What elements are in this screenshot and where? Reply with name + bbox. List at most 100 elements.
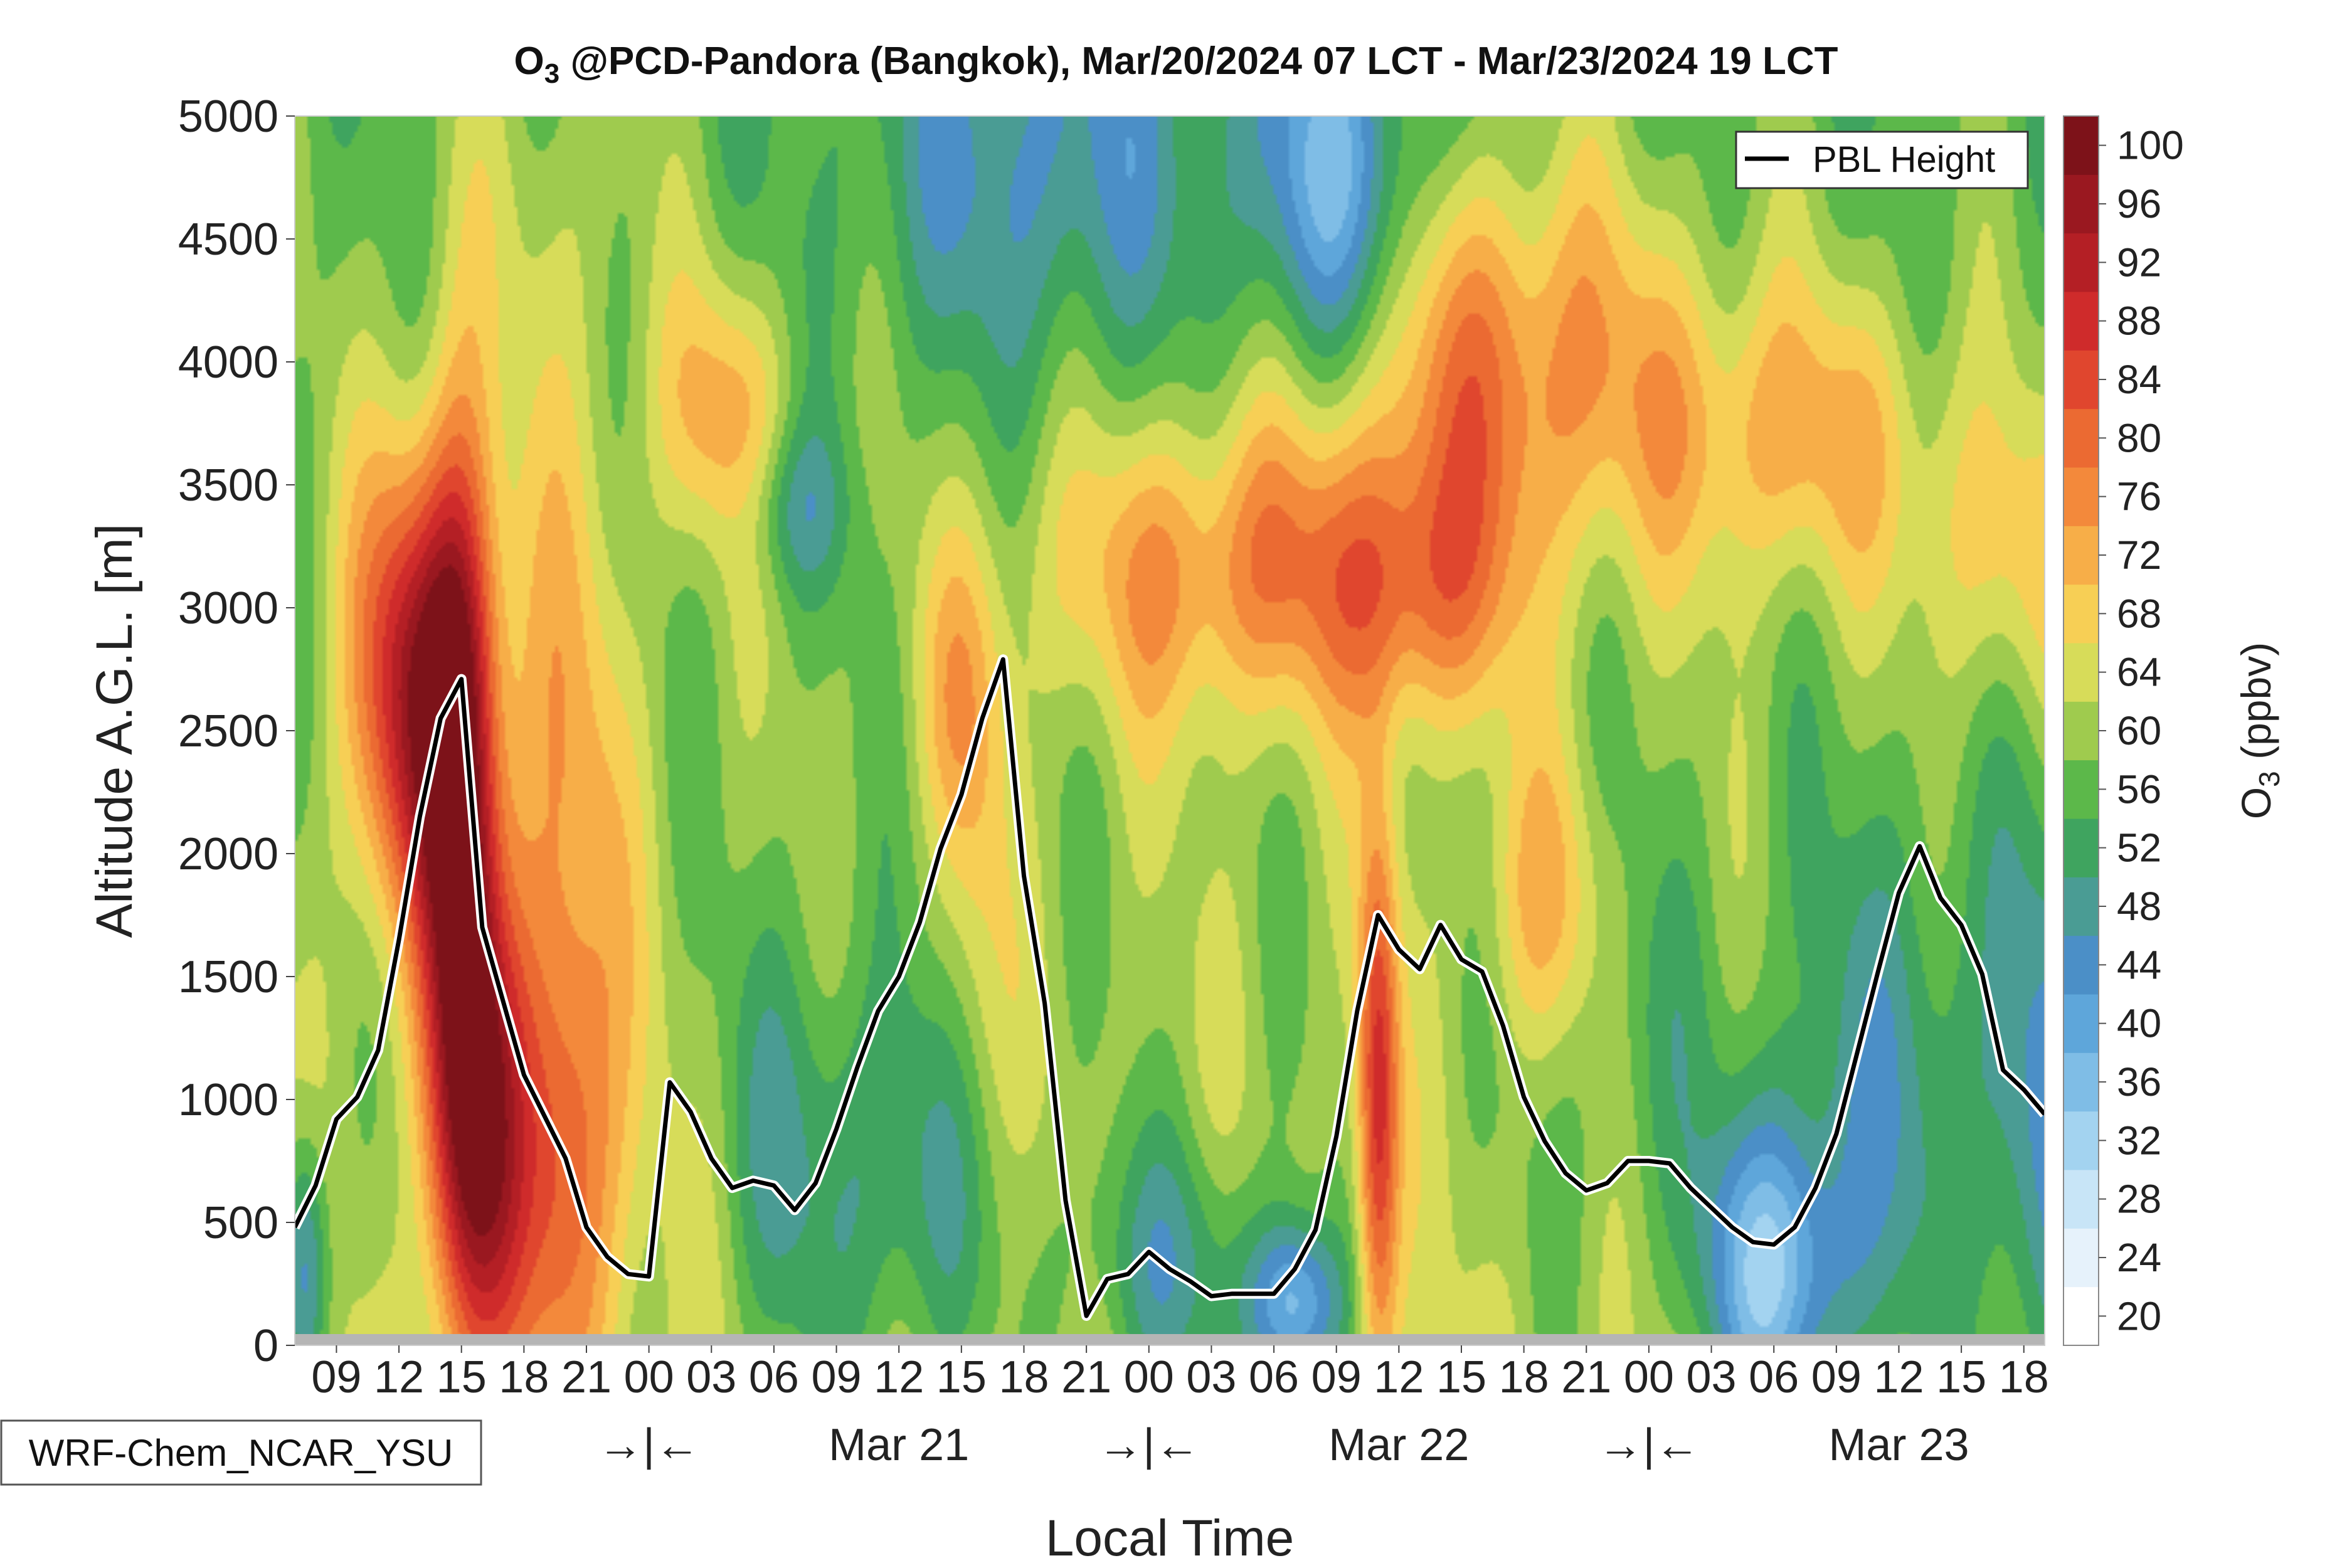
x-tick-label: 15: [437, 1352, 487, 1402]
colorbar-band: [2063, 350, 2099, 410]
colorbar-tick-label: 96: [2117, 181, 2161, 226]
colorbar-tick-label: 92: [2117, 240, 2161, 285]
y-axis-ticks: 0 500 1000 1500 2000 2500 3000 3500 4000 4500 5000: [178, 92, 295, 1371]
colorbar-band: [2063, 584, 2099, 644]
colorbar-tick-label: 40: [2117, 1001, 2161, 1046]
x-tick-label: 00: [624, 1352, 674, 1402]
ozone-field-image: [295, 116, 2045, 1345]
day-marker-label: Mar 21: [829, 1420, 969, 1470]
x-tick-label: 21: [1561, 1352, 1611, 1402]
pbl-height-line: [295, 657, 2045, 1318]
x-tick-label: 03: [1687, 1352, 1737, 1402]
colorbar-tick-label: 60: [2117, 708, 2161, 753]
colorbar-band: [2063, 233, 2099, 292]
x-tick-label: 21: [1061, 1352, 1111, 1402]
y-tick-label: 500: [203, 1198, 278, 1248]
colorbar-band: [2063, 1111, 2099, 1170]
x-axis-label: Local Time: [1046, 1510, 1295, 1567]
colorbar: [2063, 116, 2099, 1346]
colorbar-tick-label: 72: [2117, 532, 2161, 578]
colorbar-band: [2063, 643, 2099, 702]
colorbar-band: [2063, 1286, 2099, 1346]
day-marker-label: →|←: [1598, 1420, 1700, 1470]
x-tick-label: 00: [1624, 1352, 1674, 1402]
x-tick-label: 15: [1436, 1352, 1486, 1402]
colorbar-tick-label: 20: [2117, 1293, 2161, 1338]
x-tick-label: 09: [1811, 1352, 1862, 1402]
x-tick-label: 12: [1873, 1352, 1924, 1402]
x-tick-label: 09: [1311, 1352, 1362, 1402]
colorbar-tick-label: 56: [2117, 766, 2161, 812]
day-marker-label: Mar 23: [1828, 1420, 1969, 1470]
x-tick-label: 12: [1374, 1352, 1424, 1402]
colorbar-tick-label: 88: [2117, 299, 2161, 344]
x-tick-label: 09: [311, 1352, 361, 1402]
y-tick-label: 4000: [178, 337, 278, 388]
colorbar-tick-label: 68: [2117, 591, 2161, 636]
legend-label: PBL Height: [1813, 139, 1995, 180]
colorbar-band: [2063, 526, 2099, 585]
chart-title: O3 @PCD-Pandora (Bangkok), Mar/20/2024 0…: [514, 40, 1838, 89]
legend: PBL Height: [1735, 130, 2029, 189]
colorbar-tick-label: 48: [2117, 884, 2161, 929]
x-axis-day-markers: →|← Mar 21 →|← Mar 22 →|← Mar 23: [598, 1420, 1969, 1470]
x-tick-label: 18: [499, 1352, 549, 1402]
day-marker-label: Mar 22: [1328, 1420, 1469, 1470]
colorbar-band: [2063, 116, 2099, 175]
x-axis-ticks: 09 12 15 18 21 00 03 06 09 12 15 18 21 00 03 06 09 12 15 18…: [311, 1345, 2049, 1402]
x-tick-label: 15: [1936, 1352, 1986, 1402]
x-tick-label: 00: [1124, 1352, 1174, 1402]
colorbar-band: [2063, 877, 2099, 936]
colorbar-label: O3 (ppbv): [2233, 642, 2286, 819]
colorbar-tick-label: 32: [2117, 1118, 2161, 1163]
y-tick-label: 3000: [178, 583, 278, 633]
colorbar-band: [2063, 292, 2099, 351]
y-tick-label: 0: [253, 1321, 278, 1371]
x-tick-label: 21: [561, 1352, 612, 1402]
colorbar-tick-label: 28: [2117, 1177, 2161, 1222]
x-tick-label: 09: [812, 1352, 862, 1402]
day-marker-label: →|←: [598, 1420, 700, 1470]
x-tick-label: 18: [999, 1352, 1049, 1402]
colorbar-band: [2063, 935, 2099, 995]
ozone-contour-field: [295, 116, 2045, 1345]
x-tick-label: 12: [374, 1352, 424, 1402]
y-tick-label: 2500: [178, 706, 278, 756]
x-tick-label: 03: [1186, 1352, 1236, 1402]
ground-strip: [295, 1334, 2045, 1345]
x-tick-label: 06: [1749, 1352, 1799, 1402]
colorbar-band: [2063, 701, 2099, 761]
colorbar-band: [2063, 467, 2099, 526]
colorbar-tick-label: 64: [2117, 650, 2161, 695]
model-label: WRF-Chem_NCAR_YSU: [29, 1432, 453, 1474]
x-tick-label: 06: [1249, 1352, 1299, 1402]
x-tick-label: 18: [1999, 1352, 2049, 1402]
colorbar-tick-label: 76: [2117, 474, 2161, 519]
colorbar-band: [2063, 818, 2099, 877]
y-tick-label: 1500: [178, 952, 278, 1002]
colorbar-tick-label: 44: [2117, 942, 2161, 987]
colorbar-tick-label: 24: [2117, 1235, 2161, 1280]
y-axis-label: Altitude A.G.L. [m]: [86, 524, 143, 938]
x-tick-label: 06: [749, 1352, 799, 1402]
colorbar-band: [2063, 174, 2099, 234]
colorbar-tick-label: 100: [2117, 123, 2184, 168]
x-tick-label: 18: [1499, 1352, 1549, 1402]
colorbar-tick-label: 52: [2117, 825, 2161, 871]
x-tick-label: 12: [874, 1352, 924, 1402]
colorbar-band: [2063, 1228, 2099, 1288]
x-tick-label: 15: [936, 1352, 987, 1402]
colorbar-tick-label: 36: [2117, 1059, 2161, 1104]
colorbar-band: [2063, 760, 2099, 819]
x-tick-label: 03: [686, 1352, 736, 1402]
model-label-box: WRF-Chem_NCAR_YSU: [0, 1419, 482, 1486]
colorbar-band: [2063, 1170, 2099, 1229]
y-tick-label: 3500: [178, 460, 278, 511]
y-tick-label: 2000: [178, 829, 278, 879]
colorbar-tick-label: 84: [2117, 357, 2161, 402]
y-tick-label: 1000: [178, 1075, 278, 1125]
colorbar-ticks: 20 24 28 32 36 40 44 48 52 56 60 64 68 72 76 80 84 88 92 96…: [2099, 123, 2184, 1338]
colorbar-band: [2063, 994, 2099, 1053]
colorbar-band: [2063, 1052, 2099, 1112]
